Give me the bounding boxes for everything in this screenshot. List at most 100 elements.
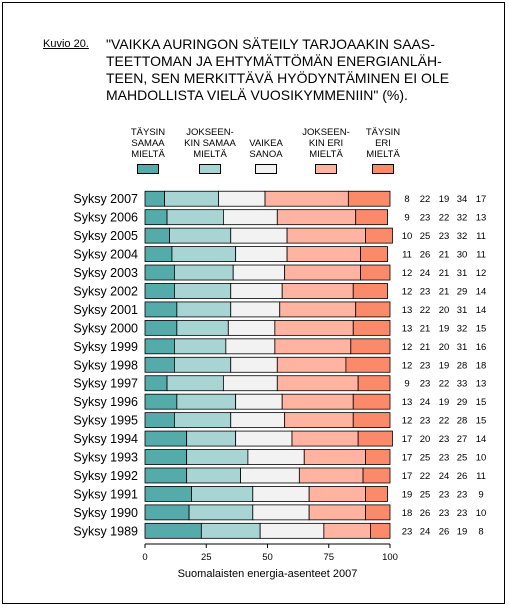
- bar-segment: [281, 393, 354, 410]
- x-tick-label: 25: [201, 552, 212, 563]
- bar-segment: [230, 301, 281, 318]
- bar-segment: [308, 486, 366, 502]
- legend-swatch: [199, 164, 221, 174]
- data-label: 27: [457, 434, 468, 445]
- bar-segment: [186, 467, 241, 484]
- bar-segment: [144, 393, 178, 410]
- bar-segment: [173, 412, 232, 429]
- bar-segment: [286, 227, 366, 244]
- data-label: 21: [439, 268, 450, 279]
- bar-segment: [264, 190, 349, 207]
- data-label: 20: [420, 434, 431, 445]
- data-label: 12: [402, 286, 413, 297]
- data-label: 19: [457, 526, 468, 537]
- category-label: Syksy 1989: [73, 524, 138, 538]
- bar-segment: [286, 246, 362, 262]
- data-label: 34: [457, 194, 468, 205]
- legend-label: JOKSEEN- KIN SAMAA MIELTÄ: [184, 127, 236, 160]
- bar-segment: [350, 338, 391, 355]
- data-label: 23: [420, 416, 431, 427]
- bar-segment: [144, 356, 175, 373]
- data-label: 18: [402, 508, 413, 519]
- data-label: 20: [439, 342, 450, 353]
- data-label: 12: [402, 268, 413, 279]
- category-label: Syksy 2006: [73, 211, 138, 225]
- bar-segment: [355, 301, 391, 318]
- data-label: 21: [439, 286, 450, 297]
- data-label: 23: [402, 526, 413, 537]
- data-label: 24: [439, 471, 450, 482]
- data-label: 30: [457, 250, 468, 261]
- bar-segment: [230, 356, 278, 373]
- data-label: 23: [457, 489, 468, 500]
- bar-segment: [144, 264, 175, 281]
- x-tick-label: 75: [323, 552, 334, 563]
- category-label: Syksy 1992: [73, 469, 138, 483]
- data-label: 13: [402, 397, 413, 408]
- bar-segment: [276, 375, 359, 392]
- data-label: 10: [476, 453, 487, 464]
- data-label: 9: [478, 489, 483, 500]
- bar-segment: [173, 338, 227, 355]
- category-label: Syksy 1996: [73, 395, 138, 409]
- bar-segment: [298, 467, 364, 484]
- bar-segment: [369, 522, 391, 539]
- legend-swatch: [255, 164, 277, 174]
- chart-title: "VAIKKA AURINGON SÄTEILY TARJOAAKIN SAAS…: [106, 36, 466, 104]
- data-label: 26: [420, 250, 431, 261]
- legend-swatch: [372, 164, 394, 174]
- bar-segment: [281, 283, 354, 299]
- data-label: 8: [404, 194, 409, 205]
- data-label: 17: [402, 434, 413, 445]
- data-label: 11: [476, 250, 486, 261]
- x-tick-label: 100: [382, 552, 398, 563]
- data-label: 17: [402, 453, 413, 464]
- category-label: Syksy 1997: [73, 377, 138, 391]
- data-label: 13: [402, 323, 413, 334]
- bar-segment: [173, 356, 232, 373]
- data-label: 14: [476, 305, 487, 316]
- category-label: Syksy 1993: [73, 451, 138, 465]
- bar-segment: [222, 209, 278, 226]
- bar-segment: [291, 430, 359, 447]
- data-label: 14: [476, 434, 487, 445]
- data-label: 23: [439, 434, 450, 445]
- data-label: 19: [402, 489, 413, 500]
- legend-entry: TÄYSIN SAMAA MIELTÄ: [113, 116, 183, 160]
- data-label: 22: [420, 471, 431, 482]
- bar-segment: [144, 190, 166, 207]
- legend-label: JOKSEEN- KIN ERI MIELTÄ: [302, 127, 350, 160]
- data-label: 22: [439, 379, 450, 390]
- bar-segment: [276, 356, 347, 373]
- data-label: 16: [476, 342, 487, 353]
- data-label: 19: [439, 397, 450, 408]
- bar-segment: [144, 209, 168, 226]
- bar-segment: [284, 412, 354, 429]
- bar-segment: [144, 449, 188, 465]
- bar-segment: [230, 412, 286, 429]
- legend-label: TÄYSIN ERI MIELTÄ: [365, 127, 401, 160]
- data-label: 15: [476, 416, 487, 427]
- category-label: Syksy 2001: [73, 303, 138, 317]
- data-label: 25: [420, 489, 431, 500]
- bar-segment: [279, 301, 357, 318]
- data-label: 9: [404, 379, 409, 390]
- data-label: 19: [439, 360, 450, 371]
- data-label: 11: [476, 471, 486, 482]
- bar-segment: [365, 227, 393, 244]
- bar-segment: [176, 393, 237, 410]
- bar-segment: [186, 449, 249, 465]
- bar-segment: [166, 209, 224, 226]
- title-line: MAHDOLLISTA VIELÄ VUOSIKYMMENIIN" (%).: [106, 87, 408, 103]
- data-label: 24: [420, 397, 431, 408]
- data-label: 23: [420, 213, 431, 224]
- figure-label: Kuvio 20.: [43, 38, 89, 50]
- data-label: 15: [476, 397, 487, 408]
- x-tick-label: 0: [142, 552, 147, 563]
- bar-segment: [227, 319, 276, 336]
- bar-segment: [252, 486, 310, 502]
- bar-segment: [166, 375, 224, 392]
- figure-frame: [2, 2, 505, 604]
- data-label: 21: [420, 342, 431, 353]
- bar-segment: [144, 467, 188, 484]
